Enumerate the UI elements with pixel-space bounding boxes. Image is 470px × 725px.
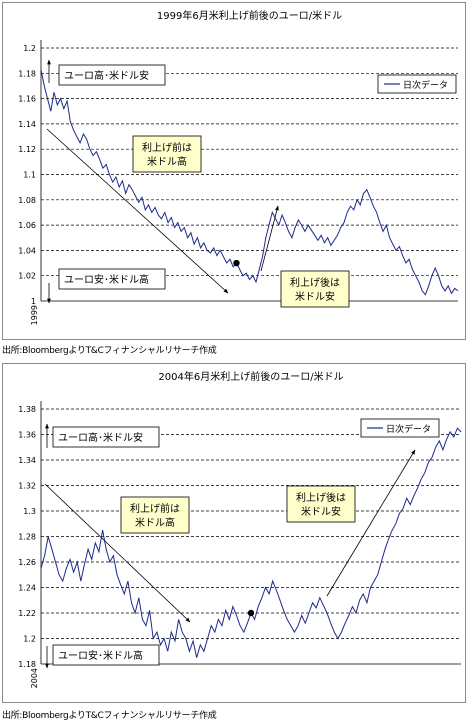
y-tick-label: 1.08 — [18, 196, 36, 205]
chart-title: 2004年6月米利上げ前後のユーロ/米ドル — [158, 370, 343, 383]
series-line-daily — [40, 427, 462, 658]
y-tick-label: 1.28 — [18, 533, 36, 542]
x-axis-label: 1999 — [30, 305, 39, 325]
note-before-line2: 米ドル高 — [135, 516, 175, 529]
source-note-2: 出所:BloombergよりT&Cフィナンシャルリサーチ作成 — [2, 711, 217, 721]
annotation-euro-strong: ユーロ高･米ドル安 — [58, 431, 143, 444]
note-after-line2: 米ドル安 — [295, 290, 335, 303]
trend-arrow-1 — [44, 483, 191, 623]
y-tick-label: 1.16 — [18, 95, 36, 104]
y-tick-label: 1 — [31, 297, 36, 306]
note-before-box — [120, 496, 190, 534]
note-after-box — [286, 485, 356, 523]
chart-panel-1999: 1999年6月米利上げ前後のユーロ/米ドル 1.2 1.18 1.16 1.14 1.12… — [2, 2, 466, 340]
y-tick-label: 1.1 — [23, 171, 36, 180]
trend-arrow-2 — [326, 449, 416, 597]
annotation-box-bottom — [58, 268, 166, 290]
source-note-1: 出所:BloombergよりT&Cフィナンシャルリサーチ作成 — [2, 346, 217, 356]
y-tick-label: 1.32 — [18, 482, 36, 491]
y-tick-label: 1.18 — [18, 660, 36, 669]
rate-hike-marker — [247, 609, 255, 617]
y-tick-label: 1.06 — [18, 221, 36, 230]
note-before-line1: 利上げ前は — [142, 141, 192, 154]
rate-hike-marker — [233, 259, 240, 267]
annotation-euro-weak: ユーロ安･米ドル高 — [58, 649, 143, 662]
legend-box — [360, 418, 440, 438]
note-after-box — [280, 270, 350, 308]
y-tick-label: 1.34 — [18, 456, 36, 465]
annotation-euro-weak: ユーロ安･米ドル高 — [64, 273, 149, 286]
x-axis-label: 2004 — [30, 668, 39, 688]
trend-arrow-2 — [260, 205, 279, 272]
y-tick-label: 1.3 — [23, 507, 36, 516]
y-tick-label: 1.26 — [18, 558, 36, 567]
chart-2004: 2004年6月米利上げ前後のユーロ/米ドル 1.38 1.36 1.34 1.32 1.3… — [18, 370, 462, 688]
y-tick-label: 1.24 — [18, 584, 36, 593]
note-after-line1: 利上げ後は — [290, 276, 340, 289]
annotation-box-top — [52, 426, 160, 448]
note-after-line1: 利上げ後は — [296, 491, 346, 504]
y-tick-label: 1.12 — [18, 145, 36, 154]
note-before-line1: 利上げ前は — [130, 502, 180, 515]
y-tick-label: 1.02 — [18, 272, 36, 281]
y-tick-label: 1.18 — [18, 69, 36, 78]
annotation-box-bottom — [52, 644, 160, 666]
note-before-line2: 米ドル高 — [147, 155, 187, 168]
y-tick-label: 1.2 — [23, 635, 36, 644]
legend-box — [377, 74, 457, 94]
y-tick-label: 1.04 — [18, 246, 36, 255]
chart-panel-2004: 2004年6月米利上げ前後のユーロ/米ドル 1.38 1.36 1.34 1.32 1.3… — [2, 363, 466, 703]
chart-1999: 1999年6月米利上げ前後のユーロ/米ドル 1.2 1.18 1.16 1.14 1.12… — [18, 9, 459, 325]
chart-title: 1999年6月米利上げ前後のユーロ/米ドル — [157, 9, 342, 22]
y-tick-label: 1.38 — [18, 405, 36, 414]
note-after-line2: 米ドル安 — [301, 505, 341, 518]
annotation-box-top — [58, 64, 166, 86]
y-tick-label: 1.22 — [18, 609, 36, 618]
legend-label: 日次データ — [386, 423, 431, 435]
note-before-box — [132, 135, 202, 173]
trend-arrow-1 — [46, 128, 229, 294]
y-tick-label: 1.14 — [18, 120, 36, 129]
y-tick-label: 1.36 — [18, 431, 36, 440]
y-tick-label: 1.2 — [23, 44, 36, 53]
legend-label: 日次データ — [403, 79, 448, 91]
annotation-euro-strong: ユーロ高･米ドル安 — [64, 69, 149, 82]
series-line-daily — [40, 69, 459, 296]
